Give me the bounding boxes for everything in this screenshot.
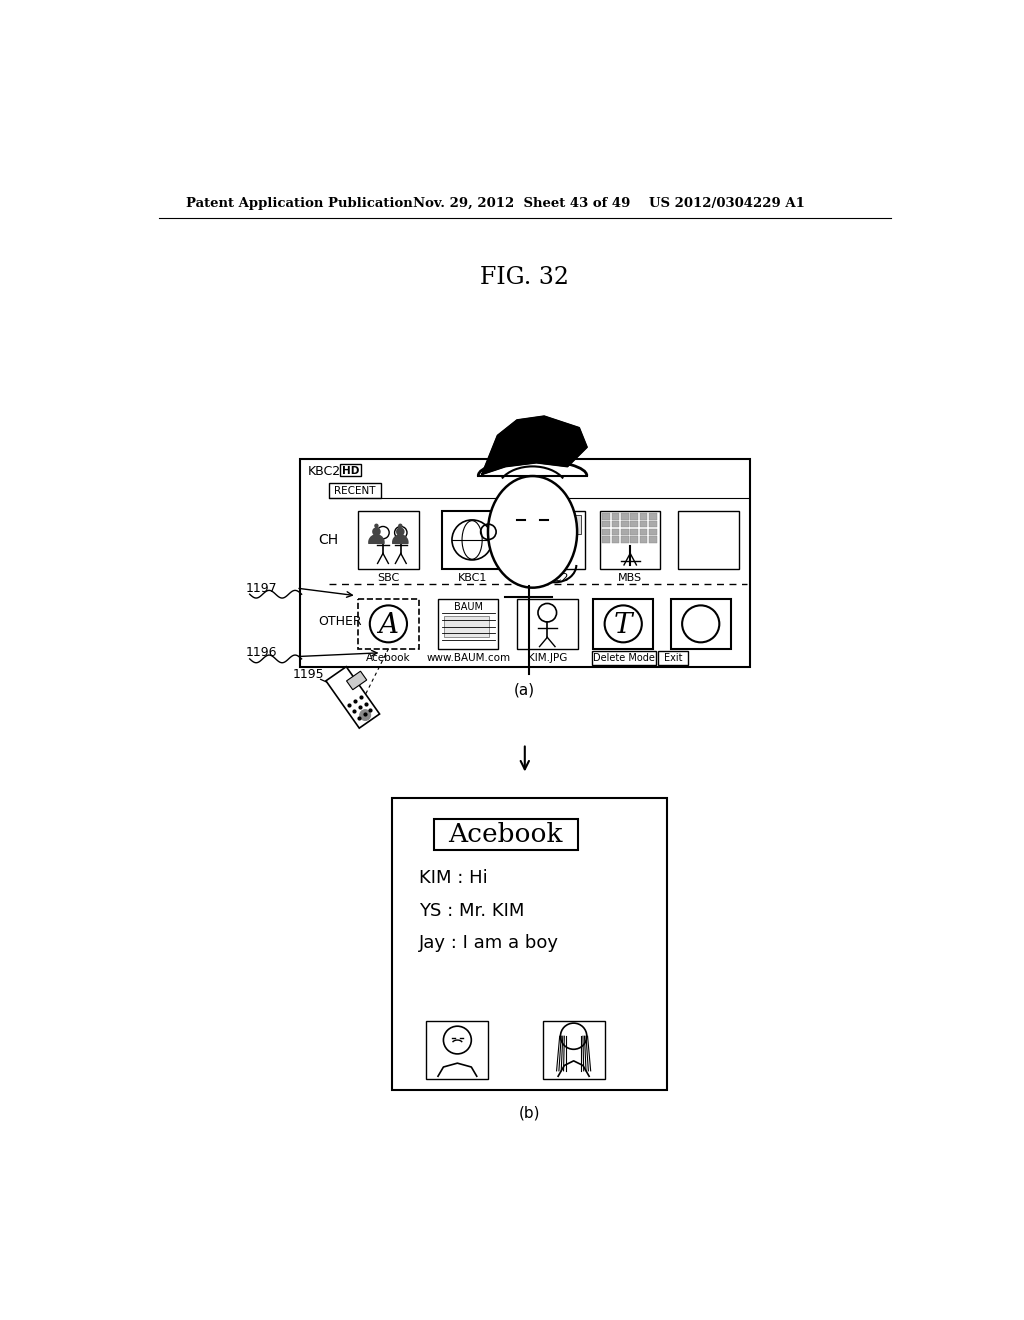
Text: KBC1: KBC1 <box>458 573 486 583</box>
Bar <box>444 615 489 638</box>
Text: A: A <box>379 612 398 639</box>
Text: YS : Mr. KIM: YS : Mr. KIM <box>419 902 524 920</box>
Bar <box>621 529 629 535</box>
Bar <box>600 511 660 569</box>
Bar <box>611 513 620 520</box>
Text: ♟♟: ♟♟ <box>364 523 414 550</box>
Text: RECENT: RECENT <box>334 486 376 495</box>
Text: www.BAUM.com: www.BAUM.com <box>426 653 510 663</box>
Bar <box>438 599 499 649</box>
Bar <box>611 536 620 543</box>
Bar <box>300 459 750 667</box>
Text: KIM : Hi: KIM : Hi <box>419 870 487 887</box>
Text: KIM.JPG: KIM.JPG <box>527 653 567 663</box>
Bar <box>621 513 629 520</box>
Circle shape <box>359 710 371 721</box>
Text: CH: CH <box>318 532 339 546</box>
Bar <box>640 529 647 535</box>
Bar <box>649 513 656 520</box>
Bar <box>640 521 647 527</box>
Bar <box>649 536 656 543</box>
Text: Nov. 29, 2012  Sheet 43 of 49: Nov. 29, 2012 Sheet 43 of 49 <box>414 197 631 210</box>
Bar <box>340 465 360 477</box>
Bar <box>602 536 610 543</box>
Text: T: T <box>614 612 633 639</box>
Polygon shape <box>482 416 587 474</box>
Bar <box>671 599 731 649</box>
Bar <box>329 483 381 498</box>
Bar <box>434 818 578 850</box>
Bar <box>602 513 610 520</box>
Bar <box>592 651 655 665</box>
Text: OTHER: OTHER <box>318 615 362 628</box>
Text: KBC2: KBC2 <box>541 573 569 583</box>
Bar <box>602 521 610 527</box>
Bar <box>543 1020 604 1078</box>
Bar <box>640 513 647 520</box>
Bar <box>442 511 503 569</box>
Text: HD: HD <box>342 466 359 477</box>
Bar <box>630 521 638 527</box>
Text: KBC2: KBC2 <box>308 465 341 478</box>
Bar <box>602 529 610 535</box>
Polygon shape <box>346 671 367 690</box>
Bar <box>391 797 667 1090</box>
Bar <box>426 1020 488 1078</box>
Polygon shape <box>326 667 380 729</box>
Bar <box>528 515 582 535</box>
Text: Acebook: Acebook <box>367 653 411 663</box>
Bar <box>630 513 638 520</box>
Text: MBS: MBS <box>618 573 642 583</box>
Text: (a): (a) <box>514 682 536 697</box>
Bar <box>649 529 656 535</box>
Bar <box>593 599 653 649</box>
Bar <box>649 521 656 527</box>
Bar <box>611 521 620 527</box>
Bar <box>621 536 629 543</box>
Bar <box>630 529 638 535</box>
Text: US 2012/0304229 A1: US 2012/0304229 A1 <box>649 197 805 210</box>
Ellipse shape <box>488 477 578 587</box>
Text: FIG. 32: FIG. 32 <box>480 267 569 289</box>
Text: (b): (b) <box>518 1106 540 1121</box>
Bar <box>678 511 738 569</box>
Bar <box>611 529 620 535</box>
Bar <box>621 521 629 527</box>
Text: BAUM: BAUM <box>454 602 482 611</box>
Text: 1197: 1197 <box>246 582 278 594</box>
Text: Jay : I am a boy: Jay : I am a boy <box>419 935 559 952</box>
Bar <box>358 511 419 569</box>
Bar <box>640 536 647 543</box>
Text: SBC: SBC <box>377 573 399 583</box>
Bar <box>524 511 586 569</box>
Bar <box>658 651 687 665</box>
Text: 1195: 1195 <box>292 668 324 681</box>
Text: Delete Mode: Delete Mode <box>593 653 655 663</box>
Text: 1196: 1196 <box>246 647 278 659</box>
Bar <box>358 599 419 649</box>
Text: 000: 000 <box>545 519 565 529</box>
Text: Patent Application Publication: Patent Application Publication <box>186 197 413 210</box>
Text: Acebook: Acebook <box>449 822 563 847</box>
Bar <box>517 599 578 649</box>
Text: Exit: Exit <box>664 653 682 663</box>
Bar <box>630 536 638 543</box>
